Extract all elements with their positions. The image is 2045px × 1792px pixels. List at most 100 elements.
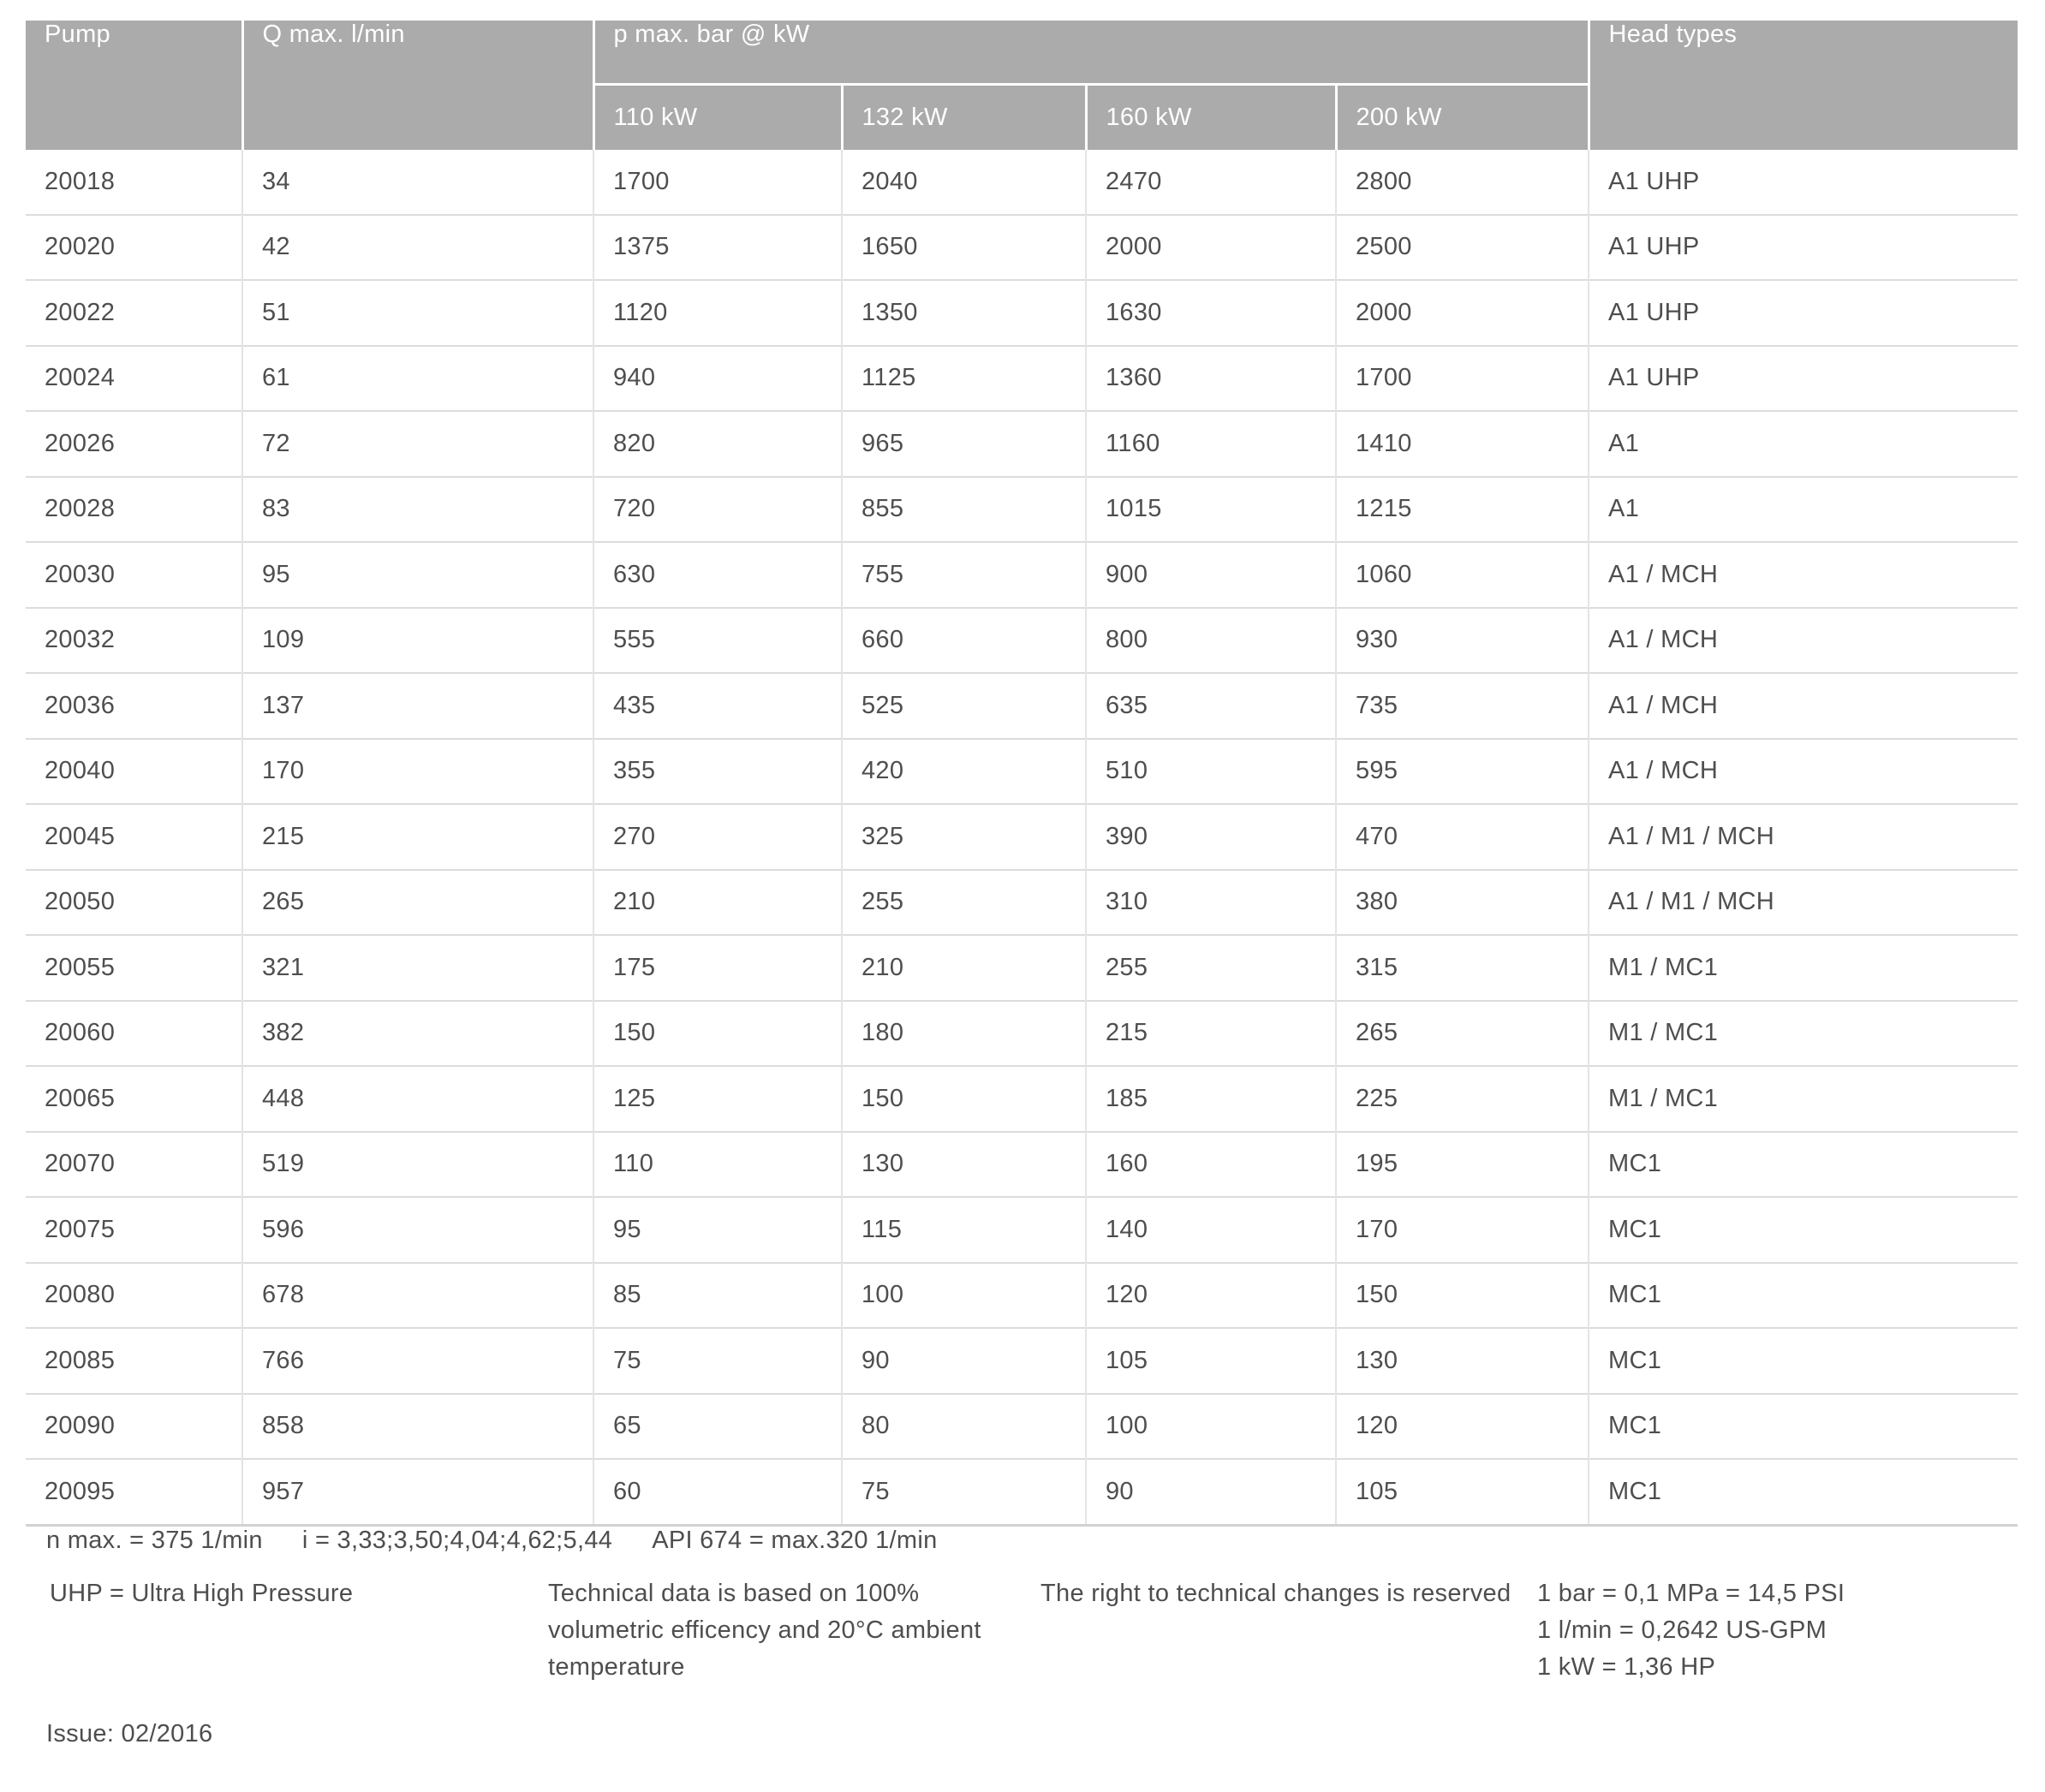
table-footnotes: n max. = 375 1/min i = 3,33;3,50;4,04;4,…: [46, 1527, 938, 1555]
q-max-cell: 858: [241, 1392, 593, 1459]
q-max-cell: 596: [241, 1196, 593, 1263]
p-132kw-cell: 325: [841, 803, 1086, 870]
table-header: Pump Q max. l/min p max. bar @ kW Head t…: [26, 21, 2018, 150]
q-max-cell: 95: [241, 541, 593, 608]
pump-spec-table: Pump Q max. l/min p max. bar @ kW Head t…: [26, 21, 2018, 1527]
header-p-max-group: p max. bar @ kW: [592, 21, 1589, 86]
table-row: 20020 42 1375 1650 2000 2500 A1 UHP: [26, 213, 2018, 280]
p-200kw-cell: 130: [1335, 1327, 1589, 1394]
p-132kw-cell: 180: [841, 999, 1086, 1066]
p-132kw-cell: 660: [841, 606, 1086, 673]
p-160kw-cell: 900: [1085, 541, 1336, 608]
table-row: 20050 265 210 255 310 380 A1 / M1 / MCH: [26, 868, 2018, 935]
head-types-cell: MC1: [1588, 1261, 2018, 1328]
head-types-cell: A1 / MCH: [1588, 541, 2018, 608]
table-row: 20028 83 720 855 1015 1215 A1: [26, 475, 2018, 542]
q-max-cell: 109: [241, 606, 593, 673]
pump-id-cell: 20050: [26, 868, 242, 935]
p-160kw-cell: 1360: [1085, 344, 1336, 411]
head-types-cell: MC1: [1588, 1327, 2018, 1394]
p-110kw-cell: 720: [593, 475, 842, 542]
pump-id-cell: 20022: [26, 279, 242, 346]
table-row: 20040 170 355 420 510 595 A1 / MCH: [26, 737, 2018, 804]
p-110kw-cell: 110: [593, 1130, 842, 1197]
pump-id-cell: 20018: [45, 167, 116, 195]
p-110kw-cell: 150: [593, 999, 842, 1066]
unit-conversions: 1 bar = 0,1 MPa = 14,5 PSI 1 l/min = 0,2…: [1537, 1575, 1845, 1686]
header-160kw: 160 kW: [1084, 84, 1336, 150]
p-160kw-cell: 160: [1085, 1130, 1336, 1197]
p-160kw-cell: 100: [1085, 1392, 1336, 1459]
table-row: 20080 678 85 100 120 150 MC1: [26, 1261, 2018, 1328]
p-200kw-cell: 470: [1335, 803, 1589, 870]
p-160kw-cell: 1160: [1085, 410, 1336, 477]
table-row: 20030 95 630 755 900 1060 A1 / MCH: [26, 541, 2018, 608]
p-110kw-cell: 125: [593, 1065, 842, 1132]
pump-id-cell: 20075: [26, 1196, 242, 1263]
pump-id-cell: 20020: [26, 213, 242, 280]
technical-data-note: Technical data is based on 100% volumetr…: [548, 1580, 981, 1681]
header-head-types: Head types: [1587, 21, 2018, 150]
p-132kw-cell: 855: [841, 475, 1086, 542]
p-132kw-cell: 1125: [841, 344, 1086, 411]
q-max-cell: 321: [241, 934, 593, 1001]
head-types-cell: MC1: [1588, 1458, 2018, 1527]
p-110kw-cell: 940: [593, 344, 842, 411]
p-200kw-cell: 930: [1335, 606, 1589, 673]
pump-id-cell: 20055: [26, 934, 242, 1001]
p-110kw-cell: 65: [593, 1392, 842, 1459]
p-200kw-cell: 1410: [1335, 410, 1589, 477]
table-row: 20090 858 65 80 100 120 MC1: [26, 1392, 2018, 1459]
p-110kw-cell: 555: [593, 606, 842, 673]
head-types-cell: A1 / MCH: [1588, 672, 2018, 739]
table-row: 20070 519 110 130 160 195 MC1: [26, 1130, 2018, 1197]
q-max-cell: 766: [241, 1327, 593, 1394]
uhp-definition: UHP = Ultra High Pressure: [50, 1580, 354, 1607]
p-200kw-cell: 120: [1335, 1392, 1589, 1459]
p-110kw-cell: 1120: [593, 279, 842, 346]
p-160kw-cell: 90: [1085, 1458, 1336, 1527]
header-110kw: 110 kW: [592, 84, 842, 150]
pump-id-cell: 20040: [26, 737, 242, 804]
p-200kw-cell: 1215: [1335, 475, 1589, 542]
p-160kw-cell: 510: [1085, 737, 1336, 804]
p-132kw-cell: 2040: [841, 150, 1086, 215]
p-132kw-cell: 1350: [841, 279, 1086, 346]
p-200kw-cell: 315: [1335, 934, 1589, 1001]
q-max-cell: 34: [241, 150, 593, 215]
q-max-cell: 448: [241, 1065, 593, 1132]
table-row: 20022 51 1120 1350 1630 2000 A1 UHP: [26, 279, 2018, 346]
table-row: 20075 596 95 115 140 170 MC1: [26, 1196, 2018, 1263]
p-200kw-cell: 265: [1335, 999, 1589, 1066]
table-row: 20065 448 125 150 185 225 M1 / MC1: [26, 1065, 2018, 1132]
table-row: 20095 957 60 75 90 105 MC1: [26, 1458, 2018, 1527]
p-160kw-cell: 185: [1085, 1065, 1336, 1132]
table-row: 20018 34 1700 2040 2470 2800 A1 UHP: [26, 150, 2018, 215]
header-q-max: Q max. l/min: [241, 21, 593, 150]
bar-conversion: 1 bar = 0,1 MPa = 14,5 PSI: [1537, 1580, 1845, 1607]
head-types-cell: A1 UHP: [1588, 213, 2018, 280]
head-types-cell: M1 / MC1: [1588, 1065, 2018, 1132]
p-200kw-cell: 195: [1335, 1130, 1589, 1197]
p-110kw-cell: 85: [593, 1261, 842, 1328]
q-max-cell: 215: [241, 803, 593, 870]
pump-id-cell: 20036: [26, 672, 242, 739]
p-132kw-cell: 90: [841, 1327, 1086, 1394]
header-132kw: 132 kW: [840, 84, 1086, 150]
head-types-cell: MC1: [1588, 1392, 2018, 1459]
p-200kw-cell: 2000: [1335, 279, 1589, 346]
head-types-cell: M1 / MC1: [1588, 934, 2018, 1001]
p-200kw-cell: 170: [1335, 1196, 1589, 1263]
p-110kw-cell: 1375: [593, 213, 842, 280]
q-max-cell: 83: [241, 475, 593, 542]
p-200kw-cell: 735: [1335, 672, 1589, 739]
q-max-cell: 265: [241, 868, 593, 935]
q-max-cell: 137: [241, 672, 593, 739]
pump-id-cell: 20070: [26, 1130, 242, 1197]
p-110kw-cell: 355: [593, 737, 842, 804]
head-types-cell: A1: [1588, 410, 2018, 477]
q-max-cell: 957: [241, 1458, 593, 1527]
head-types-cell: A1 / M1 / MCH: [1588, 803, 2018, 870]
pump-id-cell: 20085: [26, 1327, 242, 1394]
